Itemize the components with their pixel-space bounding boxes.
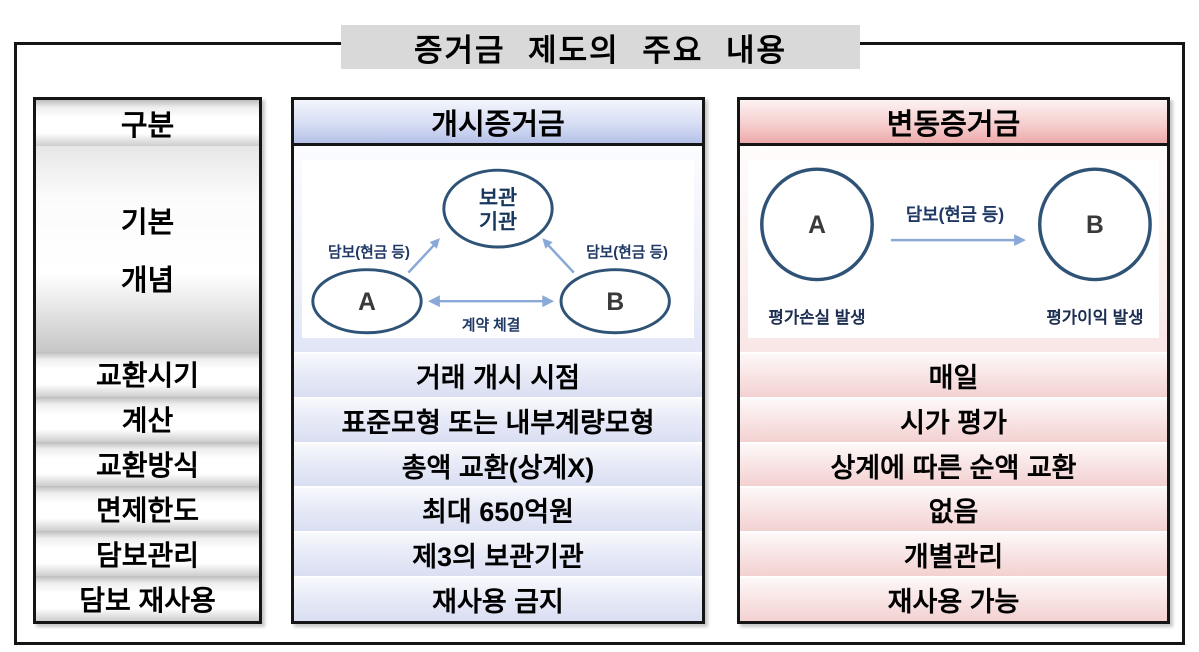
arrow-b-to-custodian [546,243,575,274]
arrow-a-to-custodian [407,243,436,274]
variation-margin-column: 변동증거금 A B 담보(현금 등) 평가손실 발생 평가이익 발생 매일 시가… [737,97,1170,624]
collateral-arrow-label: 담보(현금 등) [906,204,1004,224]
variation-margin-calculation: 시가 평가 [740,396,1167,442]
variation-margin-diagram-cell: A B 담보(현금 등) 평가손실 발생 평가이익 발생 [740,146,1167,352]
initial-margin-exemption-limit: 최대 650억원 [294,486,702,532]
initial-margin-exchange-timing: 거래 개시 시점 [294,352,702,397]
party-a-node [760,167,874,282]
arrowhead-a-to-b [1014,234,1026,247]
arrowhead-contract-right [542,295,555,308]
initial-margin-collateral-management: 제3의 보관기관 [294,531,702,577]
party-b-label: B [606,289,624,316]
custodian-label-line1: 보관 [479,187,517,210]
category-column: 구분 기본 개념 교환시기 계산 교환방식 면제한도 담보관리 담보 재사용 [33,97,262,624]
party-b-node [559,268,671,335]
arrowhead-b-to-custodian [542,238,553,249]
party-a-label: A [808,212,826,239]
initial-margin-diagram-svg: 보관 기관 A B 담보(현금 등) 담보(현금 등) 계약 체결 [311,168,671,335]
initial-margin-diagram-cell: 보관 기관 A B 담보(현금 등) 담보(현금 등) 계약 체결 [294,146,702,352]
concept-line-2: 개념 [120,265,175,297]
party-b-caption: 평가이익 발생 [1046,308,1143,327]
arrowhead-contract-left [428,295,440,308]
arrowhead-a-to-custodian [429,238,440,249]
category-row-exchange-timing: 교환시기 [36,352,259,397]
category-row-collateral-reuse: 담보 재사용 [36,576,259,621]
party-b-label: B [1086,212,1104,239]
right-collateral-label: 담보(현금 등) [586,243,668,261]
category-header: 구분 [36,100,259,146]
category-row-exemption-limit: 면제한도 [36,486,259,532]
variation-margin-header: 변동증거금 [740,100,1167,146]
category-row-exchange-method: 교환방식 [36,441,259,487]
initial-margin-collateral-reuse: 재사용 금지 [294,576,702,621]
variation-margin-exchange-method: 상계에 따른 순액 교환 [740,441,1167,487]
party-b-node [1038,167,1152,282]
party-a-node [311,268,423,335]
category-row-collateral-management: 담보관리 [36,531,259,577]
category-row-calculation: 계산 [36,396,259,442]
initial-margin-header: 개시증거금 [294,100,702,146]
initial-margin-column: 개시증거금 보관 기관 [291,97,705,624]
contract-label: 계약 체결 [462,316,520,334]
custodian-node [442,168,554,249]
figure-title: 증거금 제도의 주요 내용 [341,25,860,69]
initial-margin-exchange-method: 총액 교환(상계X) [294,441,702,487]
custodian-label-line2: 기관 [479,210,517,233]
variation-margin-collateral-management: 개별관리 [740,531,1167,577]
left-collateral-label: 담보(현금 등) [328,243,410,261]
concept-line-1: 기본 [120,207,175,239]
variation-margin-diagram: A B 담보(현금 등) 평가손실 발생 평가이익 발생 [748,160,1159,338]
initial-margin-diagram: 보관 기관 A B 담보(현금 등) 담보(현금 등) 계약 체결 [302,160,694,338]
party-a-label: A [358,289,376,316]
variation-margin-collateral-reuse: 재사용 가능 [740,576,1167,621]
variation-margin-exchange-timing: 매일 [740,352,1167,397]
category-row-basic-concept: 기본 개념 [36,146,259,352]
initial-margin-calculation: 표준모형 또는 내부계량모형 [294,396,702,442]
variation-margin-diagram-svg: A B 담보(현금 등) 평가손실 발생 평가이익 발생 [760,167,1152,327]
party-a-caption: 평가손실 발생 [768,308,865,327]
variation-margin-exemption-limit: 없음 [740,486,1167,532]
